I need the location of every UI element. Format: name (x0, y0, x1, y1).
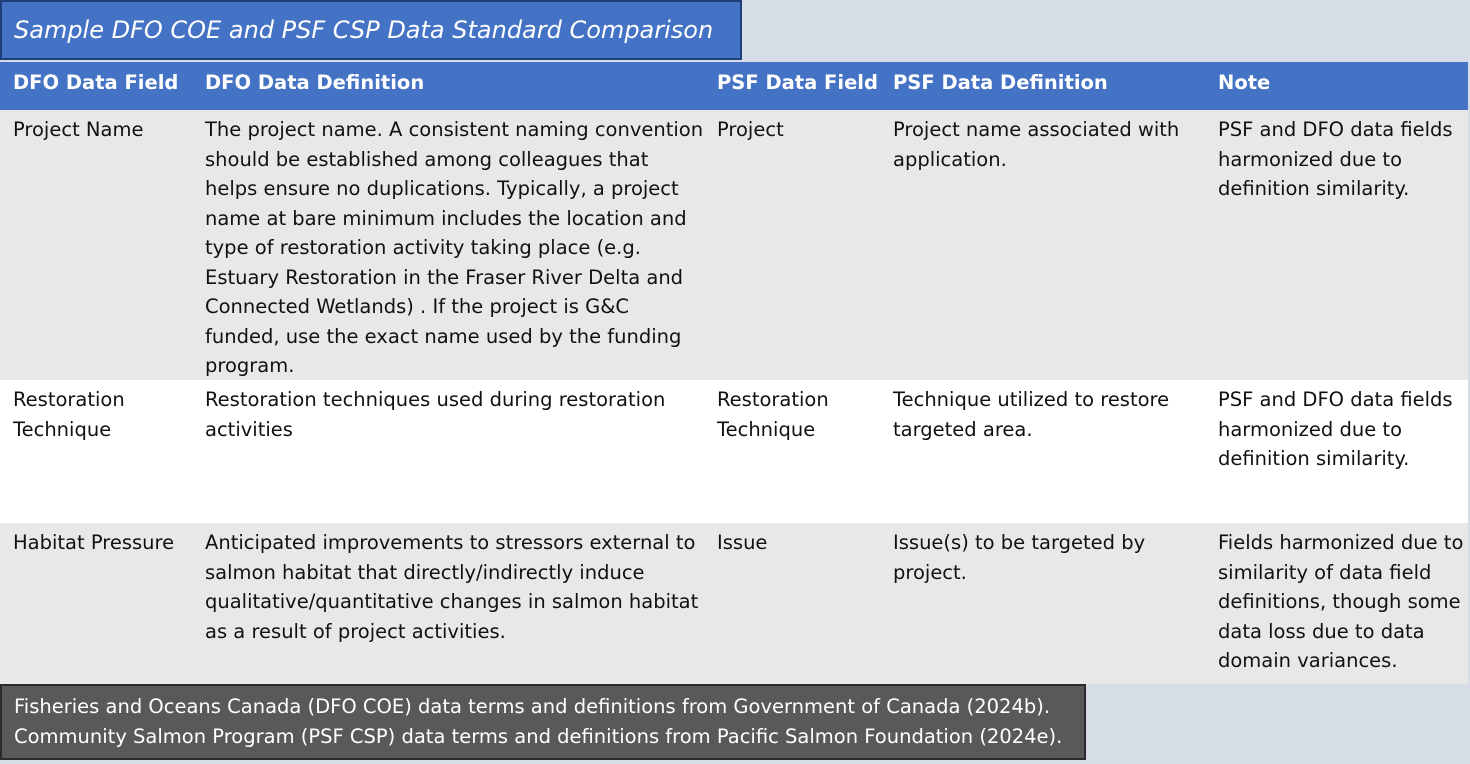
cell-psf-field: Issue (717, 531, 768, 554)
table-row: Project Name The project name. A consist… (0, 110, 1468, 380)
cell-dfo-field: Restoration Technique (13, 388, 125, 441)
source-note-box: Fisheries and Oceans Canada (DFO COE) da… (0, 684, 1086, 760)
table-caption: Sample DFO COE and PSF CSP Data Standard… (14, 16, 714, 44)
header-note: Note (1218, 71, 1271, 94)
cell-psf-field: Restoration Technique (717, 388, 829, 441)
cell-note: Fields harmonized due to similarity of d… (1218, 531, 1464, 672)
cell-dfo-definition: Anticipated improvements to stressors ex… (205, 531, 699, 643)
cell-dfo-field: Project Name (13, 118, 144, 141)
table-row: Restoration Technique Restoration techni… (0, 380, 1468, 523)
source-note-line-psf: Community Salmon Program (PSF CSP) data … (14, 725, 1063, 748)
cell-psf-definition: Technique utilized to restore targeted a… (893, 388, 1170, 441)
cell-psf-definition: Issue(s) to be targeted by project. (893, 531, 1146, 584)
cell-psf-field: Project (717, 118, 784, 141)
cell-dfo-definition: The project name. A consistent naming co… (205, 118, 704, 377)
cell-note: PSF and DFO data fields harmonized due t… (1218, 118, 1453, 200)
header-dfo-field: DFO Data Field (13, 71, 179, 94)
table-header-row: DFO Data Field DFO Data Definition PSF D… (0, 62, 1468, 110)
cell-note: PSF and DFO data fields harmonized due t… (1218, 388, 1453, 470)
header-psf-field: PSF Data Field (717, 71, 878, 94)
header-psf-definition: PSF Data Definition (893, 71, 1108, 94)
cell-dfo-field: Habitat Pressure (13, 531, 175, 554)
header-dfo-definition: DFO Data Definition (205, 71, 425, 94)
cell-dfo-definition: Restoration techniques used during resto… (205, 388, 666, 441)
table-caption-box: Sample DFO COE and PSF CSP Data Standard… (0, 0, 742, 60)
source-note-line-dfo: Fisheries and Oceans Canada (DFO COE) da… (14, 695, 1051, 718)
cell-psf-definition: Project name associated with application… (893, 118, 1180, 171)
table-row: Habitat Pressure Anticipated improvement… (0, 523, 1468, 684)
